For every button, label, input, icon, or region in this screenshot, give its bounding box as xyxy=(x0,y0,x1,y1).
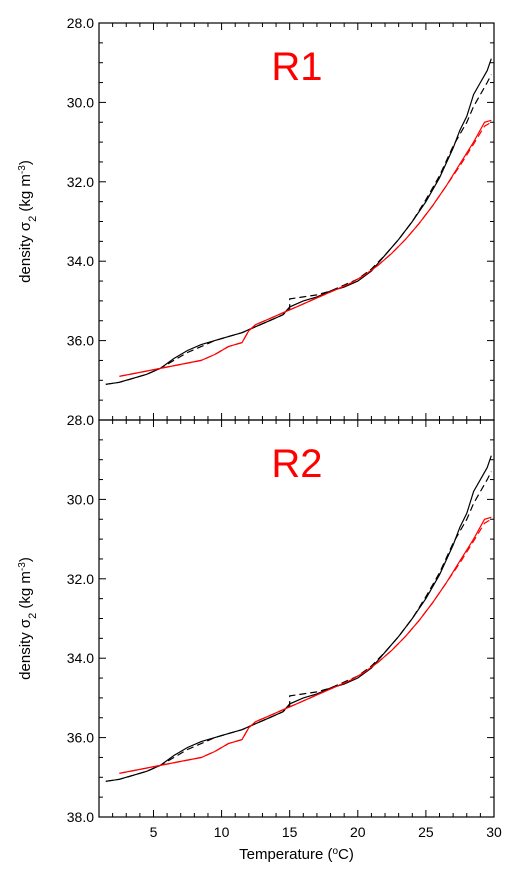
panel-title: R2 xyxy=(271,442,322,486)
y-tick-label: 28.0 xyxy=(67,15,94,31)
x-tick-label: 30 xyxy=(486,824,502,840)
panel-title: R1 xyxy=(271,45,322,89)
y-tick-label: 36.0 xyxy=(67,333,94,349)
series-line xyxy=(105,471,492,782)
panel-r1: 28.0 30.0 32.0 34.0 36.0 density σ2 (kg m-3) R… xyxy=(17,15,495,421)
series-line xyxy=(119,121,492,377)
y-tick-label: 32.0 xyxy=(67,174,94,190)
y-axis-label: density σ2 (kg m-3) xyxy=(17,557,40,680)
y-tick-label: 30.0 xyxy=(67,491,94,507)
x-tick-label: 10 xyxy=(214,824,230,840)
series-line xyxy=(105,58,492,385)
x-tick-label: 25 xyxy=(418,824,434,840)
y-tick-label: 36.0 xyxy=(67,730,94,746)
series-line xyxy=(105,455,492,782)
y-tick-label: 38.0 xyxy=(67,809,94,825)
x-axis-label: Temperature (oC) xyxy=(239,846,354,864)
series-line xyxy=(119,518,492,774)
y-tick-label: 28.0 xyxy=(67,412,94,428)
x-tick-label: 15 xyxy=(282,824,298,840)
y-tick-label: 30.0 xyxy=(67,94,94,110)
series-line xyxy=(105,74,492,385)
panel-r2: 28.0 30.0 32.0 34.0 36.0 38.0 5 10 15 20 25 30 densi… xyxy=(17,412,502,863)
y-tick-label: 34.0 xyxy=(67,650,94,666)
series-line xyxy=(119,119,492,377)
y-tick-label: 32.0 xyxy=(67,571,94,587)
x-tick-label: 20 xyxy=(350,824,366,840)
x-tick-label: 5 xyxy=(150,824,158,840)
y-axis-label: density σ2 (kg m-3) xyxy=(17,160,40,283)
y-tick-label: 34.0 xyxy=(67,253,94,269)
series-line xyxy=(119,516,492,774)
